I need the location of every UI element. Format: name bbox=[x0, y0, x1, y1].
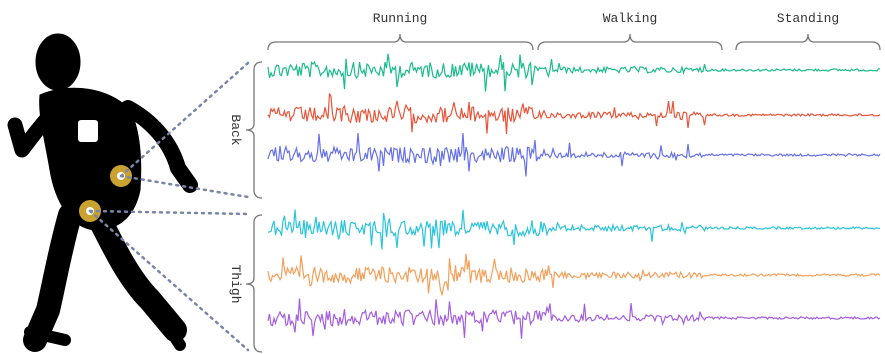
sensor-label: Back bbox=[228, 114, 243, 145]
brace bbox=[268, 34, 533, 50]
phone-icon bbox=[78, 120, 98, 142]
activity-label: Walking bbox=[603, 11, 658, 26]
activity-label: Standing bbox=[777, 11, 839, 26]
brace bbox=[538, 34, 722, 50]
activity-label: Running bbox=[373, 11, 428, 26]
figure: Running Walking Standing Back Thigh bbox=[0, 0, 885, 354]
sensor-signal bbox=[268, 254, 880, 295]
sensor-signal bbox=[268, 299, 880, 339]
runner-silhouette bbox=[15, 34, 190, 345]
sensor-signal bbox=[268, 210, 880, 250]
sensor-signal bbox=[268, 54, 880, 92]
brace bbox=[246, 62, 262, 198]
sensor-signal bbox=[268, 94, 880, 135]
sensor-label: Thigh bbox=[228, 264, 243, 303]
brace bbox=[246, 215, 262, 352]
sensor-signal bbox=[268, 133, 880, 176]
brace bbox=[736, 34, 880, 50]
